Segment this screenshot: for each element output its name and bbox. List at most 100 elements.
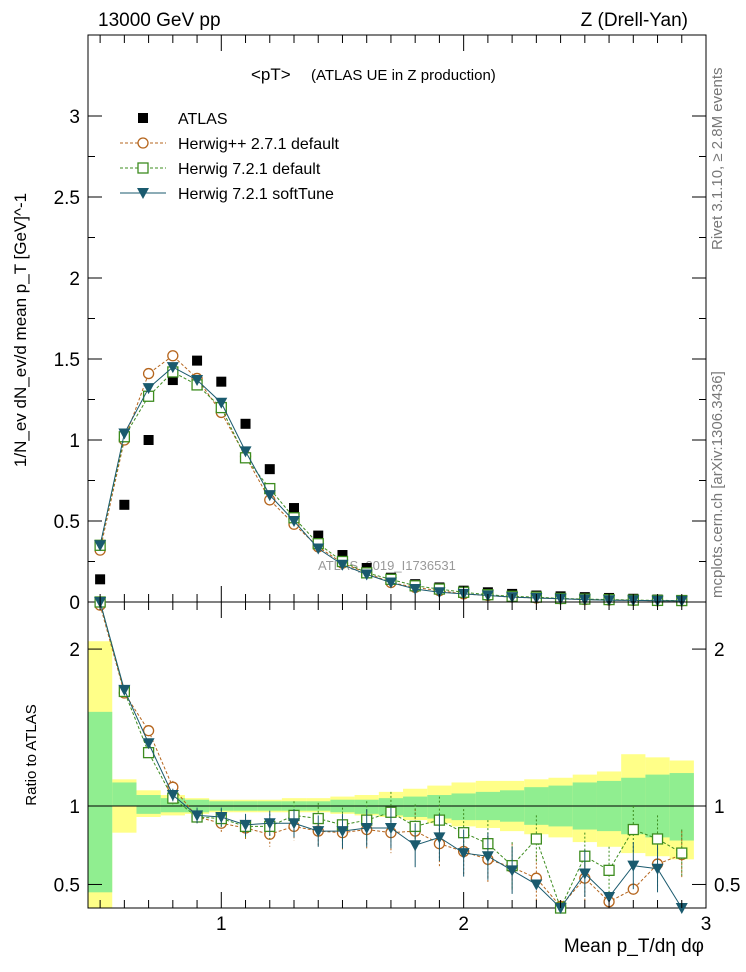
data-point bbox=[142, 367, 155, 380]
ratio-point bbox=[288, 818, 300, 830]
data-point bbox=[240, 418, 251, 429]
data-point bbox=[264, 464, 275, 475]
ratio-point bbox=[506, 865, 519, 877]
legend-marker bbox=[137, 162, 149, 174]
ratio-tick-label: 1 bbox=[69, 797, 80, 818]
main-y-ticks: 0 0.5 1 1.5 2 2.5 3 bbox=[54, 107, 706, 614]
legend: ATLAS Herwig++ 2.7.1 default Herwig 7.2.1 … bbox=[120, 111, 340, 203]
ratio-point bbox=[578, 868, 591, 880]
data-point bbox=[360, 569, 373, 581]
ratio-point bbox=[166, 790, 179, 802]
ratio-point bbox=[676, 847, 688, 859]
main-plot: <pT> (ATLAS UE in Z production) ATLAS_20… bbox=[11, 34, 707, 614]
ratio-bands bbox=[88, 641, 706, 908]
ratio-point bbox=[118, 684, 131, 696]
main-subtitle: (ATLAS UE in Z production) bbox=[311, 67, 496, 84]
data-point bbox=[239, 446, 252, 458]
ratio-point bbox=[457, 848, 470, 860]
data-point bbox=[215, 397, 228, 409]
data-point bbox=[289, 503, 299, 514]
data-point bbox=[167, 375, 178, 386]
x-axis-label: Mean p_T/dη dφ bbox=[564, 936, 704, 957]
data-point bbox=[94, 540, 107, 552]
ratio-series bbox=[94, 596, 688, 914]
y-tick-label: 0.5 bbox=[54, 512, 80, 533]
uncertainty-band bbox=[669, 773, 694, 841]
data-point bbox=[336, 559, 349, 571]
data-point bbox=[312, 543, 325, 555]
ratio-point bbox=[530, 833, 543, 845]
main-title: <pT> bbox=[251, 65, 291, 84]
ratio-line bbox=[99, 601, 683, 910]
legend-label: Herwig 7.2.1 softTune bbox=[178, 186, 334, 203]
ratio-y-ticks: 0.5 0.5 1 1 2 2 bbox=[54, 640, 741, 896]
ratio-point bbox=[675, 903, 688, 914]
ratio-point bbox=[651, 833, 664, 845]
data-point bbox=[142, 383, 155, 395]
data-point bbox=[118, 428, 131, 440]
ratio-line bbox=[99, 601, 683, 909]
data-point bbox=[409, 584, 422, 596]
data-point bbox=[143, 435, 154, 445]
data-point bbox=[95, 574, 106, 585]
ratio-point bbox=[239, 819, 252, 831]
ratio-point bbox=[263, 818, 276, 830]
header-left: 13000 GeV pp bbox=[98, 10, 221, 31]
y-tick-label: 2.5 bbox=[54, 188, 80, 209]
ratio-plot: 0.5 0.5 1 1 2 2 Ratio to ATLAS bbox=[23, 596, 741, 914]
data-point bbox=[191, 375, 204, 387]
rivet-label: Rivet 3.1.10, ≥ 2.8M events bbox=[709, 68, 726, 251]
ratio-point bbox=[336, 826, 349, 838]
y-tick-label: 2 bbox=[69, 269, 80, 290]
data-point bbox=[192, 355, 203, 366]
uncertainty-band bbox=[403, 796, 428, 817]
data-point bbox=[337, 550, 348, 561]
ratio-line bbox=[99, 605, 682, 908]
uncertainty-band bbox=[112, 782, 137, 806]
x-tick-label: 2 bbox=[458, 914, 469, 935]
ratio-point bbox=[409, 840, 422, 852]
data-point bbox=[167, 350, 179, 362]
ratio-axis-label: Ratio to ATLAS bbox=[23, 704, 40, 805]
mcplots-label: mcplots.cern.ch [arXiv:1306.3436] bbox=[709, 371, 726, 598]
data-point bbox=[433, 587, 446, 599]
ratio-point bbox=[433, 832, 446, 844]
x-tick-label: 3 bbox=[701, 914, 712, 935]
y-tick-label: 3 bbox=[69, 107, 80, 128]
x-axis-ticks: 1 2 3 bbox=[99, 35, 712, 935]
data-point bbox=[313, 530, 324, 541]
uncertainty-band bbox=[427, 795, 452, 819]
y-tick-label: 1.5 bbox=[54, 350, 80, 371]
ratio-point bbox=[627, 860, 640, 872]
y-axis-label: 1/N_ev dN_ev/d mean p_T [GeV]^-1 bbox=[11, 193, 30, 467]
ratio-point bbox=[651, 863, 664, 875]
ratio-point bbox=[554, 903, 567, 914]
ratio-point bbox=[360, 822, 373, 834]
ratio-tick-label-right: 2 bbox=[714, 640, 725, 661]
ratio-point bbox=[530, 879, 543, 891]
ratio-point bbox=[215, 811, 228, 823]
ratio-tick-label-right: 1 bbox=[714, 797, 725, 818]
ratio-plot-frame bbox=[87, 601, 707, 909]
data-point bbox=[216, 376, 227, 387]
legend-label: Herwig 7.2.1 default bbox=[178, 161, 321, 178]
ratio-point bbox=[384, 822, 397, 834]
ratio-point bbox=[627, 823, 639, 836]
ratio-tick-label-right: 0.5 bbox=[714, 875, 740, 896]
legend-marker bbox=[137, 188, 149, 199]
legend-label: ATLAS bbox=[178, 111, 228, 128]
ratio-point bbox=[142, 738, 155, 750]
y-tick-label: 0 bbox=[69, 593, 80, 614]
data-point bbox=[166, 362, 179, 374]
data-point bbox=[384, 577, 397, 589]
ratio-tick-label: 2 bbox=[69, 640, 80, 661]
legend-marker bbox=[138, 113, 148, 123]
uncertainty-band bbox=[160, 798, 185, 813]
ratio-point bbox=[142, 725, 155, 737]
ratio-point bbox=[603, 864, 615, 876]
y-tick-label: 1 bbox=[69, 431, 80, 452]
ratio-point bbox=[481, 851, 494, 863]
uncertainty-band bbox=[88, 711, 113, 893]
ratio-tick-label: 0.5 bbox=[54, 875, 80, 896]
